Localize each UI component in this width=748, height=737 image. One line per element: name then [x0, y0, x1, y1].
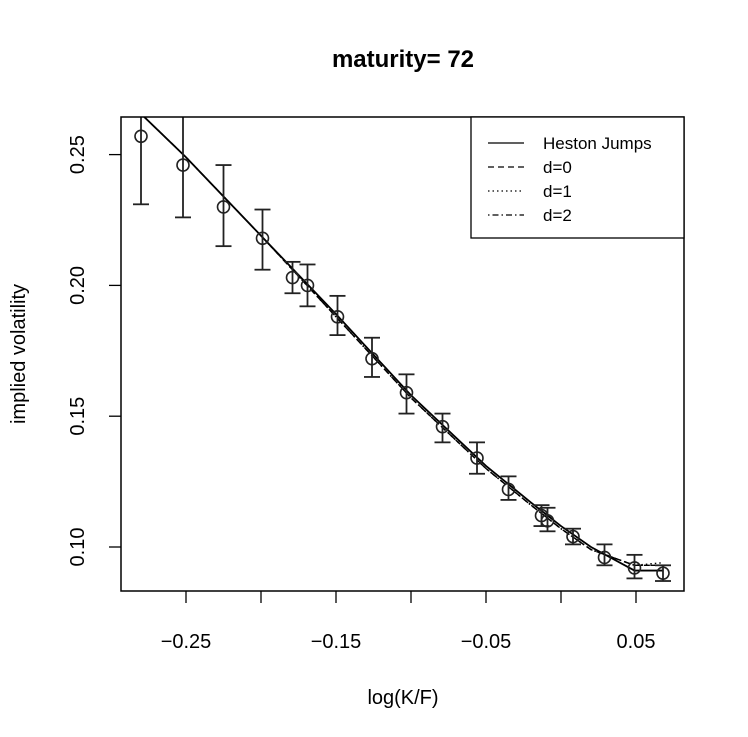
data-point — [655, 564, 671, 582]
y-tick-label: 0.10 — [67, 528, 89, 567]
data-point — [469, 441, 485, 475]
data-point — [434, 412, 451, 444]
y-axis: 0.10 0.15 0.20 0.25 — [67, 135, 121, 566]
data-point — [596, 543, 613, 567]
plot-frame — [120, 116, 685, 592]
legend-box — [470, 116, 685, 239]
plot-area — [133, 117, 671, 582]
data-point — [626, 553, 643, 580]
legend: Heston Jumps d=0 d=1 d=2 — [470, 116, 685, 239]
x-tick-label: −0.25 — [161, 631, 212, 653]
data-point — [539, 506, 556, 533]
y-tick-label: 0.20 — [67, 266, 89, 305]
legend-label: d=2 — [543, 206, 572, 225]
data-point — [329, 294, 346, 337]
data-point — [133, 117, 149, 206]
data-point — [565, 527, 581, 546]
data-point — [299, 263, 316, 308]
series-line-d-0 — [143, 117, 663, 567]
legend-label: Heston Jumps — [543, 134, 652, 153]
data-point — [254, 208, 271, 271]
legend-label: d=1 — [543, 182, 572, 201]
legend-label: d=0 — [543, 158, 572, 177]
x-tick-label: −0.05 — [461, 631, 512, 653]
data-point — [284, 260, 301, 295]
x-tick-label: 0.05 — [617, 631, 656, 653]
data-point — [398, 373, 415, 415]
x-tick-label: −0.15 — [311, 631, 362, 653]
x-axis-label: log(K/F) — [367, 687, 438, 709]
y-tick-label: 0.15 — [67, 397, 89, 436]
data-point — [215, 164, 232, 248]
data-point — [500, 475, 517, 501]
data-point — [364, 336, 380, 378]
y-axis-label: implied volatility — [8, 284, 30, 424]
y-tick-label: 0.25 — [67, 135, 89, 174]
x-axis: −0.25 −0.15 −0.05 0.05 — [161, 591, 656, 653]
chart-title: maturity= 72 — [332, 46, 474, 73]
data-point — [175, 117, 191, 219]
